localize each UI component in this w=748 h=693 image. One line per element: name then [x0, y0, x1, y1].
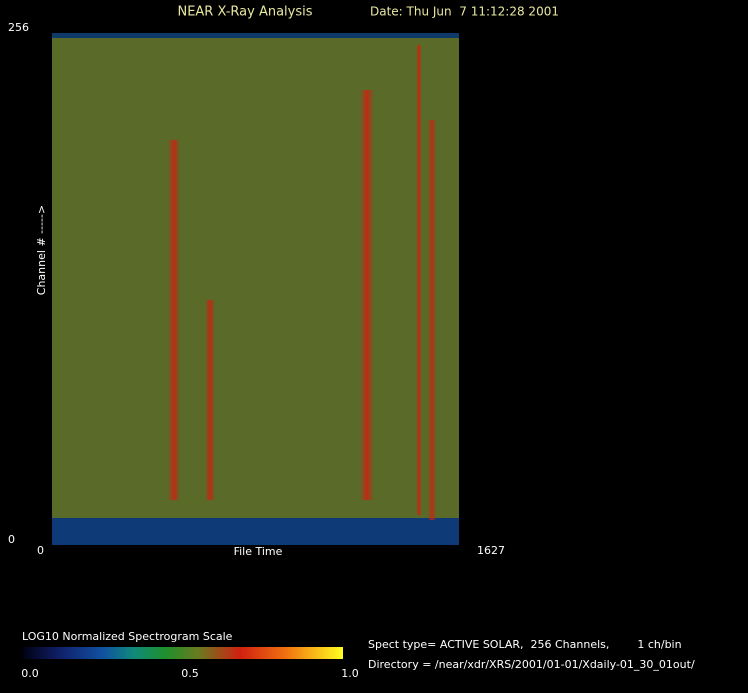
streak: [205, 300, 215, 500]
y-tick-label: 256: [8, 21, 29, 34]
y-tick-label: 0: [8, 533, 15, 546]
spectrogram-image: [52, 33, 459, 545]
x-axis-label: File Time: [234, 545, 283, 558]
edge-band: [52, 518, 459, 545]
y-axis-label: Channel # ----->: [35, 205, 48, 295]
chart-title: NEAR X-Ray Analysis: [177, 5, 312, 20]
streak: [416, 45, 422, 515]
streak: [360, 90, 374, 500]
annotation: Directory = /near/xdr/XRS/2001/01-01/Xda…: [368, 658, 695, 671]
x-tick-label: 1627: [477, 544, 505, 557]
chart-subtitle: Date: Thu Jun 7 11:12:28 2001: [370, 5, 559, 19]
streak: [168, 140, 180, 500]
colorbar-tick-label: 0.0: [21, 667, 39, 680]
colorbar-tick-label: 1.0: [341, 667, 359, 680]
spectrum-band: [52, 33, 459, 518]
x-tick-label: 0: [37, 544, 44, 557]
colorbar-tick-label: 0.5: [181, 667, 199, 680]
edge-band: [52, 33, 459, 38]
colorbar-label: LOG10 Normalized Spectrogram Scale: [22, 630, 233, 643]
annotation: Spect type= ACTIVE SOLAR, 256 Channels, …: [368, 638, 682, 651]
streak: [428, 120, 436, 520]
colorbar: [22, 647, 343, 659]
